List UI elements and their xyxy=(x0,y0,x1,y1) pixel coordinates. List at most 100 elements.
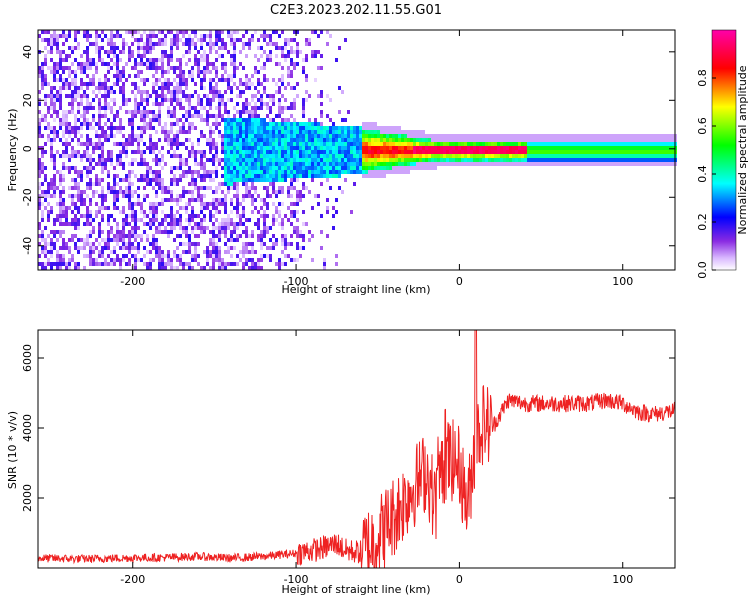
spectrogram-cell xyxy=(191,258,194,262)
spectrogram-cell xyxy=(611,150,614,154)
spectrogram-cell xyxy=(74,74,77,78)
spectrogram-cell xyxy=(206,114,209,118)
spectrogram-cell xyxy=(248,138,251,142)
spectrogram-cell xyxy=(263,102,266,106)
spectrogram-cell xyxy=(464,138,467,142)
spectrogram-cell xyxy=(374,138,377,142)
spectrogram-cell xyxy=(377,170,380,174)
spectrogram-cell xyxy=(77,142,80,146)
spectrogram-cell xyxy=(170,222,173,226)
spectrogram-cell xyxy=(92,258,95,262)
spectrogram-cell xyxy=(317,158,320,162)
spectrogram-cell xyxy=(38,122,41,126)
spectrogram-cell xyxy=(461,138,464,142)
spectrogram-cell xyxy=(125,246,128,250)
spectrogram-cell xyxy=(152,222,155,226)
spectrogram-cell xyxy=(224,138,227,142)
spectrogram-cell xyxy=(167,82,170,86)
spectrogram-cell xyxy=(143,158,146,162)
spectrogram-cell xyxy=(299,150,302,154)
spectrogram-cell xyxy=(224,46,227,50)
spectrogram-cell xyxy=(377,150,380,154)
spectrogram-cell xyxy=(359,126,362,130)
spectrogram-cell xyxy=(143,46,146,50)
spectrogram-cell xyxy=(128,246,131,250)
spectrogram-cell xyxy=(116,114,119,118)
spectrogram-cell xyxy=(80,54,83,58)
spectrogram-cell xyxy=(404,130,407,134)
spectrogram-cell xyxy=(71,110,74,114)
spectrogram-cell xyxy=(569,150,572,154)
spectrogram-cell xyxy=(386,162,389,166)
spectrogram-cell xyxy=(305,186,308,190)
spectrogram-cell xyxy=(50,266,53,270)
spectrogram-cell xyxy=(368,162,371,166)
spectrogram-cell xyxy=(131,230,134,234)
spectrogram-cell xyxy=(59,154,62,158)
spectrogram-cell xyxy=(254,174,257,178)
spectrogram-cell xyxy=(239,90,242,94)
spectrogram-cell xyxy=(116,70,119,74)
spectrogram-cell xyxy=(359,146,362,150)
spectrogram-cell xyxy=(293,38,296,42)
spectrogram-cell xyxy=(272,222,275,226)
spectrogram-cell xyxy=(272,102,275,106)
spectrogram-cell xyxy=(233,238,236,242)
spectrogram-cell xyxy=(113,182,116,186)
spectrogram-cell xyxy=(230,186,233,190)
spectrogram-cell xyxy=(239,234,242,238)
spectrogram-cell xyxy=(104,238,107,242)
spectrogram-cell xyxy=(101,146,104,150)
spectrogram-cell xyxy=(629,162,632,166)
spectrogram-cell xyxy=(407,166,410,170)
spectrogram-cell xyxy=(86,110,89,114)
spectrogram-cell xyxy=(218,162,221,166)
spectrogram-cell xyxy=(131,234,134,238)
spectrogram-cell xyxy=(146,122,149,126)
spectrogram-cell xyxy=(143,98,146,102)
spectrogram-cell xyxy=(563,146,566,150)
spectrogram-cell xyxy=(233,42,236,46)
spectrogram-cell xyxy=(392,170,395,174)
spectrogram-cell xyxy=(419,162,422,166)
spectrogram-cell xyxy=(158,150,161,154)
spectrogram-cell xyxy=(365,134,368,138)
spectrogram-cell xyxy=(221,118,224,122)
spectrogram-cell xyxy=(341,142,344,146)
spectrogram-cell xyxy=(371,166,374,170)
spectrogram-cell xyxy=(194,58,197,62)
spectrogram-cell xyxy=(656,138,659,142)
spectrogram-cell xyxy=(311,126,314,130)
spectrogram-cell xyxy=(44,238,47,242)
spectrogram-cell xyxy=(119,118,122,122)
spectrogram-cell xyxy=(200,86,203,90)
spectrogram-cell xyxy=(302,106,305,110)
spectrogram-cell xyxy=(326,158,329,162)
spectrogram-cell xyxy=(170,110,173,114)
spectrogram-cell xyxy=(359,138,362,142)
spectrogram-cell xyxy=(587,142,590,146)
spectrogram-cell xyxy=(137,242,140,246)
spectrogram-cell xyxy=(623,154,626,158)
spectrogram-cell xyxy=(65,206,68,210)
spectrogram-cell xyxy=(77,250,80,254)
spectrogram-cell xyxy=(203,34,206,38)
spectrogram-cell xyxy=(341,158,344,162)
spectrogram-cell xyxy=(224,202,227,206)
spectrogram-cell xyxy=(59,74,62,78)
spectrogram-cell xyxy=(179,174,182,178)
spectrogram-cell xyxy=(602,138,605,142)
spectrogram-cell xyxy=(197,194,200,198)
spectrogram-cell xyxy=(137,258,140,262)
spectrogram-cell xyxy=(263,62,266,66)
spectrogram-cell xyxy=(656,150,659,154)
spectrogram-cell xyxy=(182,126,185,130)
spectrogram-cell xyxy=(212,162,215,166)
spectrogram-cell xyxy=(419,142,422,146)
spectrogram-cell xyxy=(302,186,305,190)
spectrogram-cell xyxy=(272,150,275,154)
spectrogram-cell xyxy=(56,114,59,118)
spectrogram-cell xyxy=(227,122,230,126)
spectrogram-cell xyxy=(221,46,224,50)
spectrogram-cell xyxy=(242,166,245,170)
